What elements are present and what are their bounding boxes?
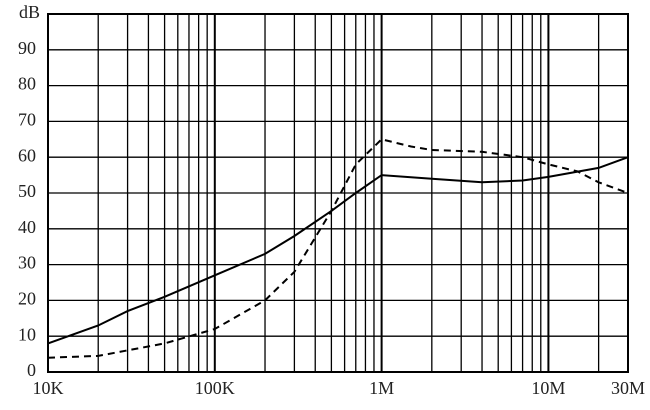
y-tick-label: 90	[18, 38, 36, 58]
y-tick-label: 10	[18, 324, 36, 344]
y-tick-label: 0	[27, 360, 36, 380]
y-tick-label: 50	[18, 181, 36, 201]
x-tick-label: 1M	[369, 378, 394, 398]
x-tick-label: 10M	[531, 378, 565, 398]
y-axis-label: dB	[19, 2, 40, 22]
y-tick-label: 20	[18, 289, 36, 309]
x-tick-label: 10K	[33, 378, 64, 398]
y-tick-label: 60	[18, 145, 36, 165]
y-tick-label: 40	[18, 217, 36, 237]
y-tick-label: 80	[18, 74, 36, 94]
series-line	[47, 156, 629, 345]
plot-border	[47, 13, 629, 373]
x-tick-label: 30M	[611, 378, 645, 398]
y-tick-label: 30	[18, 253, 36, 273]
y-tick-label: 70	[18, 110, 36, 130]
x-tick-label: 100K	[195, 378, 235, 398]
